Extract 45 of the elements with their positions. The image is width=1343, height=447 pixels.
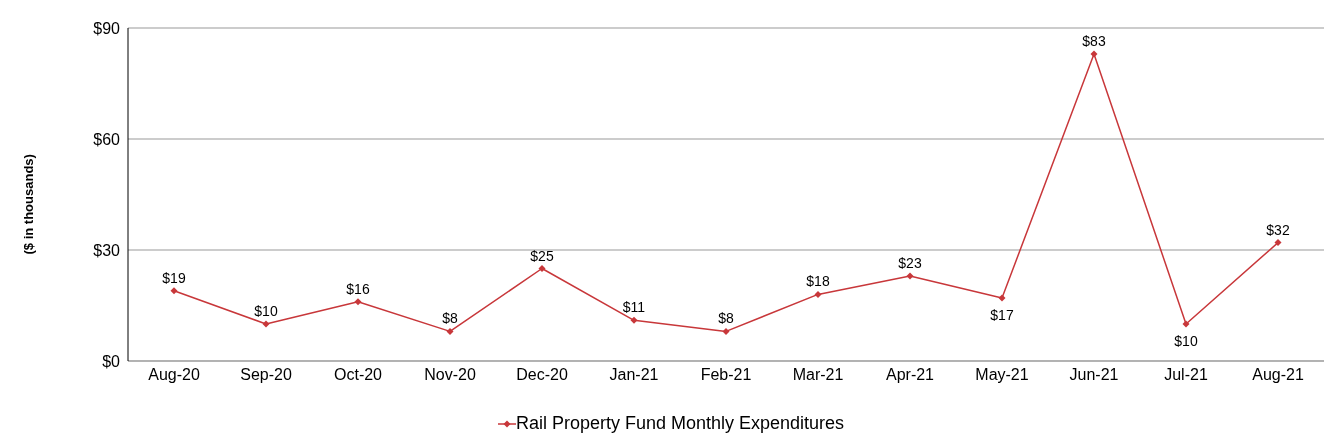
text: $19 bbox=[162, 269, 186, 286]
text: $8 bbox=[718, 310, 734, 327]
point bbox=[538, 265, 546, 272]
x-tick-label: Aug-20 bbox=[148, 366, 200, 384]
y-tick-label: $60 bbox=[93, 130, 121, 148]
point bbox=[262, 320, 270, 328]
point bbox=[998, 294, 1006, 302]
point bbox=[354, 298, 362, 306]
x-tick-label: Jul-21 bbox=[1164, 366, 1208, 384]
point bbox=[722, 327, 730, 335]
x-tick-label: Sep-20 bbox=[240, 366, 292, 384]
text: $8 bbox=[442, 310, 458, 327]
point bbox=[1182, 320, 1190, 328]
x-tick-label: Jan-21 bbox=[609, 366, 659, 384]
point bbox=[906, 272, 914, 280]
x-tick-label: Feb-21 bbox=[700, 366, 752, 384]
x-tick-label: May-21 bbox=[975, 366, 1029, 384]
text: $83 bbox=[1082, 32, 1106, 49]
y-tick-label: $90 bbox=[93, 19, 121, 37]
point bbox=[1090, 50, 1098, 58]
x-tick-label: Dec-20 bbox=[516, 366, 568, 384]
x-tick-label: Mar-21 bbox=[792, 366, 844, 384]
y-axis-title: ($ in thousands) bbox=[20, 154, 36, 255]
text: $11 bbox=[622, 299, 646, 316]
text: $23 bbox=[898, 254, 922, 271]
legend-label: Rail Property Fund Monthly Expenditures bbox=[515, 413, 845, 434]
text: $25 bbox=[530, 247, 554, 264]
text: $16 bbox=[346, 280, 370, 297]
text: $17 bbox=[990, 307, 1014, 324]
point bbox=[1274, 239, 1282, 247]
y-tick-label: $0 bbox=[102, 352, 121, 370]
point bbox=[814, 290, 822, 298]
x-tick-label: Aug-21 bbox=[1252, 366, 1304, 384]
text: $32 bbox=[1266, 221, 1290, 238]
point bbox=[170, 287, 178, 295]
x-tick-label: Oct-20 bbox=[333, 366, 383, 384]
text: $10 bbox=[254, 303, 278, 319]
x-tick-label: Nov-20 bbox=[424, 366, 476, 384]
text: $10 bbox=[1174, 333, 1198, 349]
point bbox=[630, 316, 638, 324]
point bbox=[446, 327, 454, 335]
text: $18 bbox=[806, 273, 830, 290]
x-tick-label: Apr-21 bbox=[885, 366, 935, 384]
y-tick-label: $30 bbox=[93, 241, 121, 259]
x-tick-label: Jun-21 bbox=[1069, 366, 1119, 384]
